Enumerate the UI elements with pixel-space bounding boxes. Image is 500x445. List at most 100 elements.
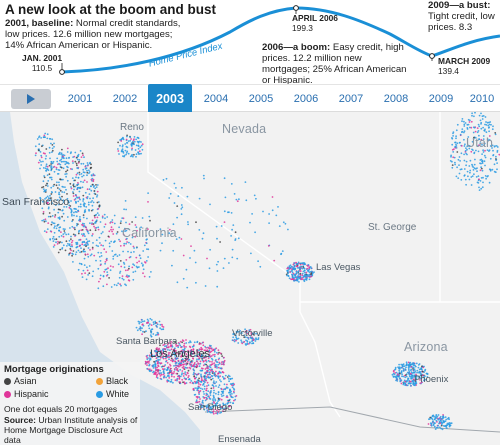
mortgage-dot — [479, 180, 482, 182]
mortgage-dot — [72, 195, 75, 197]
mortgage-dot — [160, 365, 163, 368]
mortgage-dot — [49, 215, 52, 218]
mortgage-dot — [155, 324, 158, 327]
mortgage-dot — [106, 216, 109, 218]
mortgage-dot — [118, 254, 121, 256]
mortgage-dot — [51, 151, 53, 153]
mortgage-dot — [466, 153, 468, 156]
mortgage-dot — [57, 173, 60, 175]
mortgage-dot — [233, 340, 236, 343]
year-tab[interactable]: 2007 — [338, 93, 364, 105]
mortgage-dot — [409, 372, 412, 375]
mortgage-dot — [236, 257, 239, 260]
mortgage-dot — [173, 368, 176, 370]
mortgage-dot — [62, 233, 65, 235]
year-tab[interactable]: 2002 — [112, 93, 138, 105]
mortgage-dot — [398, 377, 401, 380]
year-tab-selected[interactable]: 2003 — [148, 84, 192, 114]
mortgage-dot — [310, 267, 313, 270]
mortgage-dot — [74, 185, 77, 188]
mortgage-dot — [222, 410, 224, 413]
mortgage-dot — [461, 120, 463, 123]
mortgage-dot — [57, 169, 60, 171]
mortgage-dot — [406, 384, 409, 387]
mortgage-dot — [55, 184, 58, 187]
mortgage-dot — [66, 162, 68, 165]
mortgage-dot — [71, 160, 74, 162]
mortgage-dot — [222, 390, 225, 393]
mortgage-dot — [428, 418, 430, 421]
mortgage-dot — [70, 241, 73, 244]
mortgage-dot — [141, 327, 143, 330]
mortgage-dot — [170, 355, 172, 357]
mortgage-dot — [140, 141, 142, 143]
mortgage-dot — [220, 372, 222, 374]
year-tab[interactable]: 2006 — [293, 93, 319, 105]
mortgage-dot — [422, 376, 425, 379]
mortgage-dot — [176, 205, 179, 207]
mortgage-dot — [410, 376, 412, 379]
mortgage-dot — [214, 366, 217, 369]
mortgage-dot — [402, 375, 405, 378]
mortgage-dot — [131, 233, 134, 236]
mortgage-dot — [193, 371, 195, 374]
play-button[interactable] — [11, 89, 51, 109]
mortgage-dot — [61, 241, 63, 244]
mortgage-dot — [195, 281, 197, 284]
mortgage-dot — [205, 379, 208, 382]
legend-dot — [4, 390, 11, 398]
mortgage-dot — [175, 366, 177, 369]
year-tab[interactable]: 2004 — [203, 93, 229, 105]
mortgage-dot — [165, 354, 167, 357]
mortgage-dot — [232, 390, 235, 393]
mortgage-dot — [100, 255, 103, 257]
mortgage-dot — [105, 274, 108, 277]
mortgage-dot — [204, 354, 207, 357]
mortgage-dot — [161, 368, 164, 370]
mortgage-dot — [90, 189, 93, 192]
mortgage-dot — [229, 391, 232, 394]
mortgage-dot — [60, 231, 62, 233]
mortgage-dot — [79, 198, 81, 201]
mortgage-dot — [273, 259, 276, 262]
mortgage-dot — [83, 223, 86, 225]
mortgage-dot — [45, 231, 48, 234]
mortgage-dot — [208, 397, 211, 400]
mortgage-dot — [210, 387, 213, 390]
mortgage-dot — [104, 262, 106, 265]
mortgage-dot — [400, 370, 403, 373]
mortgage-dot — [44, 218, 47, 221]
mortgage-dot — [482, 149, 484, 152]
mortgage-dot — [174, 347, 176, 350]
mortgage-dot — [50, 176, 53, 179]
mortgage-dot — [44, 198, 46, 200]
mortgage-dot — [72, 156, 74, 158]
mortgage-dot — [156, 350, 159, 353]
mortgage-dot — [220, 367, 223, 370]
mortgage-dot — [121, 144, 124, 147]
mortgage-dot — [288, 277, 291, 280]
year-tab[interactable]: 2008 — [383, 93, 409, 105]
mortgage-dot — [217, 386, 220, 388]
year-tab[interactable]: 2005 — [248, 93, 274, 105]
mortgage-dot — [103, 226, 106, 228]
mortgage-dot — [268, 222, 270, 224]
mortgage-dot — [69, 245, 72, 248]
year-tab[interactable]: 2001 — [67, 93, 93, 105]
point-label-2009: MARCH 2009 139.4 — [438, 56, 490, 76]
mortgage-dot — [304, 271, 306, 274]
mortgage-dot — [181, 366, 184, 369]
mortgage-dot — [440, 423, 443, 426]
mortgage-dot — [204, 349, 207, 352]
year-tab[interactable]: 2009 — [428, 93, 454, 105]
mortgage-dot — [89, 229, 92, 232]
mortgage-dot — [43, 134, 46, 137]
mortgage-dot — [124, 227, 126, 230]
mortgage-dot — [156, 331, 159, 334]
year-tab[interactable]: 2010 — [469, 93, 495, 105]
mortgage-dot — [235, 336, 238, 339]
mortgage-dot — [222, 394, 225, 397]
mortgage-dot — [420, 372, 422, 375]
mortgage-dot — [133, 251, 135, 253]
mortgage-dot — [192, 348, 195, 351]
